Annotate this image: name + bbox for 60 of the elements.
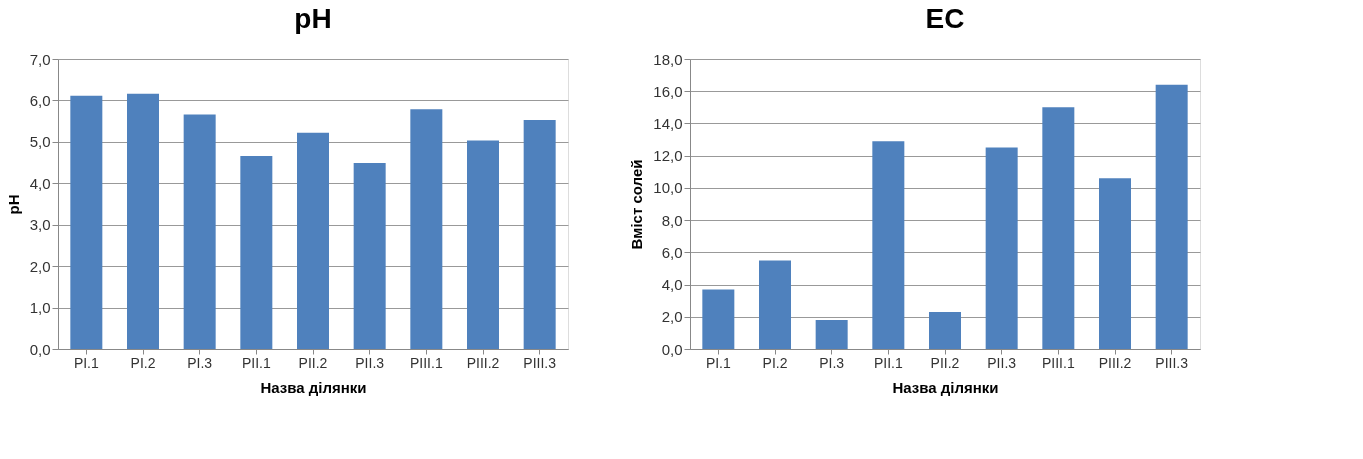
y-tick-label: 18,0 [653, 50, 683, 68]
bar [815, 320, 848, 349]
bar [410, 109, 443, 349]
x-tick-label: PII.3 [355, 354, 385, 371]
bar [985, 147, 1018, 349]
y-tick-label: 4,0 [661, 276, 683, 294]
y-tick-label: 8,0 [661, 211, 683, 229]
x-tick-label: PIII.3 [523, 354, 557, 371]
y-tick-label: 3,0 [29, 216, 51, 234]
bar [467, 140, 499, 349]
y-axis-title: pH [4, 194, 22, 215]
bar [1099, 178, 1131, 349]
x-tick-label: PII.1 [241, 354, 271, 371]
y-tick-label: 16,0 [653, 82, 683, 100]
y-tick-label: 6,0 [29, 91, 51, 109]
bar [1042, 107, 1075, 349]
x-tick-label: PI.3 [187, 354, 213, 371]
x-tick-label: PII.1 [873, 354, 903, 371]
y-tick-label: 5,0 [29, 133, 51, 151]
x-tick-label: PII.3 [987, 354, 1017, 371]
y-tick-label: 0,0 [29, 340, 51, 358]
bar [759, 260, 791, 349]
bar [929, 311, 961, 349]
x-tick-label: PI.1 [705, 354, 731, 371]
y-tick-label: 2,0 [29, 257, 51, 275]
y-axis-title: Вміст солей [628, 159, 646, 250]
x-tick-label: PIII.3 [1155, 354, 1189, 371]
bar [70, 95, 103, 349]
y-tick-label: 12,0 [653, 147, 683, 165]
x-tick-label: PI.2 [130, 354, 156, 371]
bar [523, 119, 556, 349]
bar [240, 155, 273, 349]
bar [702, 289, 735, 349]
x-tick-label: PIII.2 [466, 354, 500, 371]
y-tick-label: 4,0 [29, 174, 51, 192]
x-tick-label: PI.1 [73, 354, 99, 371]
x-tick-label: PIII.1 [409, 354, 443, 371]
y-tick-label: 7,0 [29, 50, 51, 68]
x-tick-label: PII.2 [298, 354, 328, 371]
bar [127, 93, 159, 349]
chart-title: pH [294, 3, 332, 34]
x-tick-label: PIII.2 [1098, 354, 1132, 371]
y-tick-label: 1,0 [29, 299, 51, 317]
y-tick-label: 6,0 [661, 243, 683, 261]
bar [1155, 84, 1188, 349]
bar [183, 114, 216, 349]
y-tick-label: 14,0 [653, 114, 683, 132]
x-axis-title: Назва ділянки [260, 378, 367, 396]
bar [297, 132, 329, 349]
x-tick-label: PIII.1 [1041, 354, 1075, 371]
bar [353, 162, 386, 349]
bar [872, 141, 905, 349]
chart-title: EC [925, 3, 965, 34]
x-tick-label: PII.2 [930, 354, 960, 371]
y-tick-label: 2,0 [661, 308, 683, 326]
x-tick-label: PI.2 [762, 354, 788, 371]
x-axis-title: Назва ділянки [892, 378, 999, 396]
y-tick-label: 10,0 [653, 179, 683, 197]
y-tick-label: 0,0 [661, 340, 683, 358]
x-tick-label: PI.3 [819, 354, 845, 371]
